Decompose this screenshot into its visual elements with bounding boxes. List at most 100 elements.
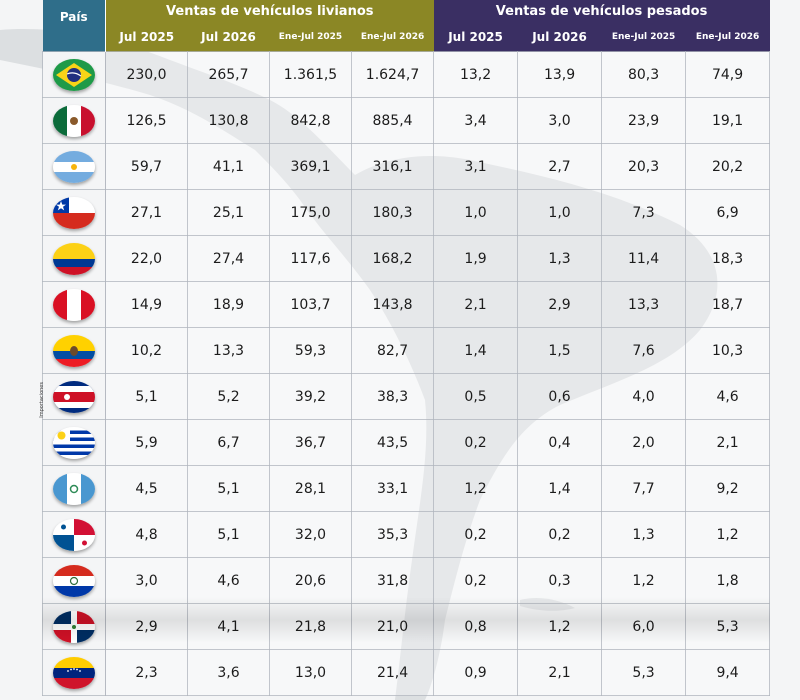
table-row: 2,3 3,6 13,0 21,4 0,9 2,1 5,3 9,4 [42, 649, 771, 696]
light-ene-jul-2026-value: 180,3 [350, 189, 435, 236]
heavy-jul-2025-value: 13,2 [433, 51, 519, 98]
country-flag-cell [42, 603, 106, 650]
heavy-ene-jul-2025-value: 7,6 [601, 327, 687, 374]
country-flag-cell [42, 51, 106, 98]
light-jul-2025-value: 27,1 [105, 189, 188, 236]
heavy-jul-2025-value: 0,5 [433, 373, 519, 420]
light-ene-jul-2025-value: 117,6 [269, 235, 352, 282]
table-row: Importaciones 5,1 5,2 39,2 38,3 0,5 0,6 4,0 4,6 [39, 373, 771, 420]
light-ene-jul-2026-value: 35,3 [350, 511, 435, 558]
heavy-jul-2025-value: 1,4 [433, 327, 519, 374]
light-jul-2025-value: 2,3 [105, 649, 188, 696]
heavy-ene-jul-2025-value: 1,3 [601, 511, 687, 558]
country-flag-cell [42, 143, 106, 190]
heavy-ene-jul-2026-value: 74,9 [685, 51, 771, 98]
heavy-jul-2026-value: 2,9 [517, 281, 603, 328]
heavy-ene-jul-2025-header: Ene-Jul 2025 [601, 22, 686, 52]
light-ene-jul-2026-value: 885,4 [350, 97, 435, 144]
heavy-jul-2026-value: 2,1 [517, 649, 603, 696]
light-jul-2026-value: 5,1 [187, 511, 270, 558]
heavy-jul-2026-value: 0,3 [517, 557, 603, 604]
country-flag-cell [42, 189, 106, 236]
light-ene-jul-2025-value: 1.361,5 [269, 51, 352, 98]
light-jul-2025-value: 59,7 [105, 143, 188, 190]
light-ene-jul-2025-value: 369,1 [269, 143, 352, 190]
heavy-ene-jul-2026-value: 9,2 [685, 465, 771, 512]
heavy-ene-jul-2025-value: 23,9 [601, 97, 687, 144]
light-jul-2026-value: 4,6 [187, 557, 270, 604]
light-ene-jul-2026-value: 31,8 [350, 557, 435, 604]
heavy-ene-jul-2025-value: 7,7 [601, 465, 687, 512]
light-ene-jul-2025-value: 21,8 [269, 603, 352, 650]
light-jul-2025-value: 22,0 [105, 235, 188, 282]
light-ene-jul-2025-header: Ene-Jul 2025 [269, 22, 352, 52]
light-ene-jul-2025-value: 32,0 [269, 511, 352, 558]
table-row: 4,5 5,1 28,1 33,1 1,2 1,4 7,7 9,2 [42, 465, 771, 512]
heavy-jul-2025-value: 0,2 [433, 419, 519, 466]
country-flag-cell [42, 97, 106, 144]
light-ene-jul-2026-value: 143,8 [350, 281, 435, 328]
heavy-ene-jul-2026-value: 1,2 [685, 511, 771, 558]
heavy-ene-jul-2025-value: 20,3 [601, 143, 687, 190]
table-row: 14,9 18,9 103,7 143,8 2,1 2,9 13,3 18,7 [42, 281, 771, 328]
heavy-ene-jul-2025-value: 11,4 [601, 235, 687, 282]
country-flag-cell [42, 235, 106, 282]
ecuador-flag [53, 334, 95, 367]
country-flag-cell [42, 327, 106, 374]
heavy-jul-2025-value: 0,9 [433, 649, 519, 696]
light-jul-2026-value: 5,1 [187, 465, 270, 512]
light-ene-jul-2025-value: 103,7 [269, 281, 352, 328]
light-jul-2025-value: 5,9 [105, 419, 188, 466]
heavy-jul-2026-value: 1,2 [517, 603, 603, 650]
light-jul-2026-value: 18,9 [187, 281, 270, 328]
heavy-vehicles-group-header: Ventas de vehículos pesados [433, 0, 770, 23]
light-ene-jul-2025-value: 39,2 [269, 373, 352, 420]
dominican-republic-flag [53, 610, 95, 643]
country-flag-cell [42, 419, 106, 466]
light-ene-jul-2025-value: 175,0 [269, 189, 352, 236]
table-row: 22,0 27,4 117,6 168,2 1,9 1,3 11,4 18,3 [42, 235, 771, 282]
light-jul-2025-value: 4,5 [105, 465, 188, 512]
light-jul-2025-value: 230,0 [105, 51, 188, 98]
table-row: 5,9 6,7 36,7 43,5 0,2 0,4 2,0 2,1 [42, 419, 771, 466]
heavy-ene-jul-2026-value: 18,3 [685, 235, 771, 282]
heavy-ene-jul-2025-value: 5,3 [601, 649, 687, 696]
paraguay-flag [53, 564, 95, 597]
heavy-jul-2026-value: 13,9 [517, 51, 603, 98]
light-ene-jul-2026-value: 168,2 [350, 235, 435, 282]
table-body: 230,0 265,7 1.361,5 1.624,7 13,2 13,9 80,3 74,9… [39, 51, 771, 696]
table-row: 4,8 5,1 32,0 35,3 0,2 0,2 1,3 1,2 [42, 511, 771, 558]
table-row: 27,1 25,1 175,0 180,3 1,0 1,0 7,3 6,9 [42, 189, 771, 236]
light-ene-jul-2025-value: 20,6 [269, 557, 352, 604]
light-jul-2026-value: 6,7 [187, 419, 270, 466]
heavy-jul-2025-value: 1,2 [433, 465, 519, 512]
heavy-ene-jul-2025-value: 7,3 [601, 189, 687, 236]
peru-flag [53, 288, 95, 321]
table-row: 230,0 265,7 1.361,5 1.624,7 13,2 13,9 80,3 74,9 [42, 51, 771, 98]
light-jul-2025-value: 4,8 [105, 511, 188, 558]
heavy-jul-2025-value: 1,0 [433, 189, 519, 236]
light-ene-jul-2026-header: Ene-Jul 2026 [351, 22, 434, 52]
heavy-jul-2026-value: 0,4 [517, 419, 603, 466]
heavy-ene-jul-2026-value: 1,8 [685, 557, 771, 604]
heavy-ene-jul-2026-value: 2,1 [685, 419, 771, 466]
country-flag-cell [42, 557, 106, 604]
table-row: 10,2 13,3 59,3 82,7 1,4 1,5 7,6 10,3 [42, 327, 771, 374]
colombia-flag [53, 242, 95, 275]
heavy-ene-jul-2026-value: 20,2 [685, 143, 771, 190]
light-jul-2026-value: 27,4 [187, 235, 270, 282]
heavy-jul-2026-value: 0,6 [517, 373, 603, 420]
side-note-label: Importaciones [39, 382, 45, 418]
light-ene-jul-2026-value: 38,3 [350, 373, 435, 420]
table-row: 2,9 4,1 21,8 21,0 0,8 1,2 6,0 5,3 [42, 603, 771, 650]
country-column-header: País [42, 0, 106, 52]
heavy-ene-jul-2025-value: 6,0 [601, 603, 687, 650]
table-row: 126,5 130,8 842,8 885,4 3,4 3,0 23,9 19,1 [42, 97, 771, 144]
country-flag-cell: Importaciones [39, 373, 106, 420]
heavy-jul-2025-value: 3,4 [433, 97, 519, 144]
brazil-flag [53, 58, 95, 91]
heavy-ene-jul-2025-value: 4,0 [601, 373, 687, 420]
heavy-jul-2025-value: 0,2 [433, 511, 519, 558]
country-flag-cell [42, 511, 106, 558]
light-jul-2025-value: 126,5 [105, 97, 188, 144]
